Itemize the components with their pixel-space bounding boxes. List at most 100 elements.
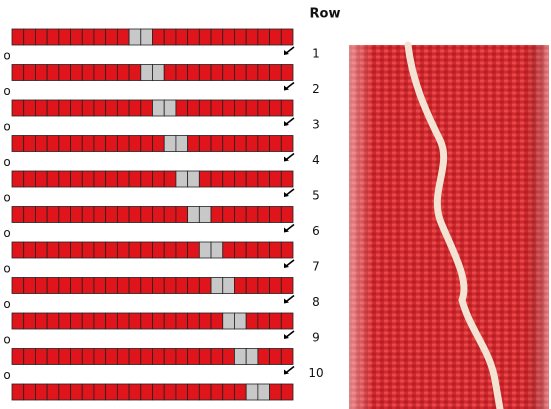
- red-cell: [176, 242, 188, 258]
- red-cell: [129, 349, 141, 365]
- red-cell: [94, 242, 106, 258]
- red-cell: [164, 29, 176, 45]
- red-cell: [24, 313, 36, 329]
- red-cell: [117, 65, 129, 81]
- red-cell: [24, 65, 36, 81]
- red-cell: [59, 242, 71, 258]
- start-marker: o: [3, 120, 10, 134]
- row-label: 8: [312, 295, 320, 309]
- red-cell: [117, 278, 129, 294]
- gray-cell: [176, 136, 188, 152]
- gray-cell: [153, 100, 165, 116]
- red-cell: [106, 207, 118, 223]
- row-label: 4: [312, 153, 320, 167]
- start-marker: o: [3, 155, 10, 169]
- start-marker: o: [3, 297, 10, 311]
- gray-cell: [153, 65, 165, 81]
- red-cell: [35, 384, 47, 400]
- start-marker: o: [3, 191, 10, 205]
- red-cell: [59, 65, 71, 81]
- red-cell: [106, 313, 118, 329]
- red-cell: [270, 207, 282, 223]
- gray-cell: [223, 278, 235, 294]
- red-cell: [59, 171, 71, 187]
- red-cell: [71, 349, 83, 365]
- gray-cell: [141, 65, 153, 81]
- weaving-diagram: Row 1o2o3o4o5o6o7o8o9o10o: [0, 0, 551, 409]
- red-cell: [153, 242, 165, 258]
- gray-cell: [199, 242, 211, 258]
- red-cell: [199, 100, 211, 116]
- red-cell: [94, 171, 106, 187]
- gray-cell: [234, 313, 246, 329]
- red-cell: [117, 349, 129, 365]
- red-cell: [281, 313, 293, 329]
- red-cell: [12, 100, 24, 116]
- red-cell: [234, 29, 246, 45]
- red-cell: [199, 29, 211, 45]
- red-cell: [176, 349, 188, 365]
- red-cell: [153, 349, 165, 365]
- red-cell: [270, 278, 282, 294]
- red-cell: [106, 171, 118, 187]
- red-cell: [141, 242, 153, 258]
- red-cell: [82, 242, 94, 258]
- row-label: 7: [312, 260, 320, 274]
- red-cell: [12, 136, 24, 152]
- red-cell: [176, 207, 188, 223]
- red-cell: [47, 384, 59, 400]
- red-cell: [129, 207, 141, 223]
- red-cell: [117, 313, 129, 329]
- red-cell: [176, 65, 188, 81]
- red-cell: [129, 171, 141, 187]
- red-cell: [246, 278, 258, 294]
- red-cell: [258, 136, 270, 152]
- red-cell: [258, 313, 270, 329]
- red-cell: [47, 349, 59, 365]
- red-cell: [35, 136, 47, 152]
- red-cell: [141, 207, 153, 223]
- red-cell: [35, 29, 47, 45]
- gray-cell: [258, 384, 270, 400]
- gray-cell: [211, 278, 223, 294]
- red-cell: [211, 384, 223, 400]
- red-cell: [47, 242, 59, 258]
- red-cell: [106, 29, 118, 45]
- red-cell: [188, 349, 200, 365]
- red-cell: [234, 384, 246, 400]
- red-cell: [153, 207, 165, 223]
- red-cell: [59, 313, 71, 329]
- red-cell: [47, 29, 59, 45]
- red-cell: [258, 278, 270, 294]
- red-cell: [211, 349, 223, 365]
- red-cell: [199, 278, 211, 294]
- red-cell: [117, 136, 129, 152]
- red-cell: [188, 29, 200, 45]
- red-cell: [71, 242, 83, 258]
- red-cell: [258, 100, 270, 116]
- red-cell: [129, 100, 141, 116]
- red-cell: [199, 136, 211, 152]
- red-cell: [59, 207, 71, 223]
- red-cell: [12, 278, 24, 294]
- red-cell: [117, 171, 129, 187]
- red-cell: [82, 349, 94, 365]
- row-label: 6: [312, 224, 320, 238]
- red-cell: [270, 136, 282, 152]
- red-cell: [35, 278, 47, 294]
- red-cell: [106, 100, 118, 116]
- start-marker: o: [3, 333, 10, 347]
- red-cell: [24, 29, 36, 45]
- red-cell: [223, 65, 235, 81]
- red-cell: [258, 29, 270, 45]
- red-cell: [106, 136, 118, 152]
- red-cell: [246, 100, 258, 116]
- red-cell: [82, 384, 94, 400]
- red-cell: [199, 384, 211, 400]
- red-cell: [188, 100, 200, 116]
- red-cell: [258, 242, 270, 258]
- red-cell: [59, 278, 71, 294]
- red-cell: [59, 136, 71, 152]
- red-cell: [129, 278, 141, 294]
- red-cell: [234, 136, 246, 152]
